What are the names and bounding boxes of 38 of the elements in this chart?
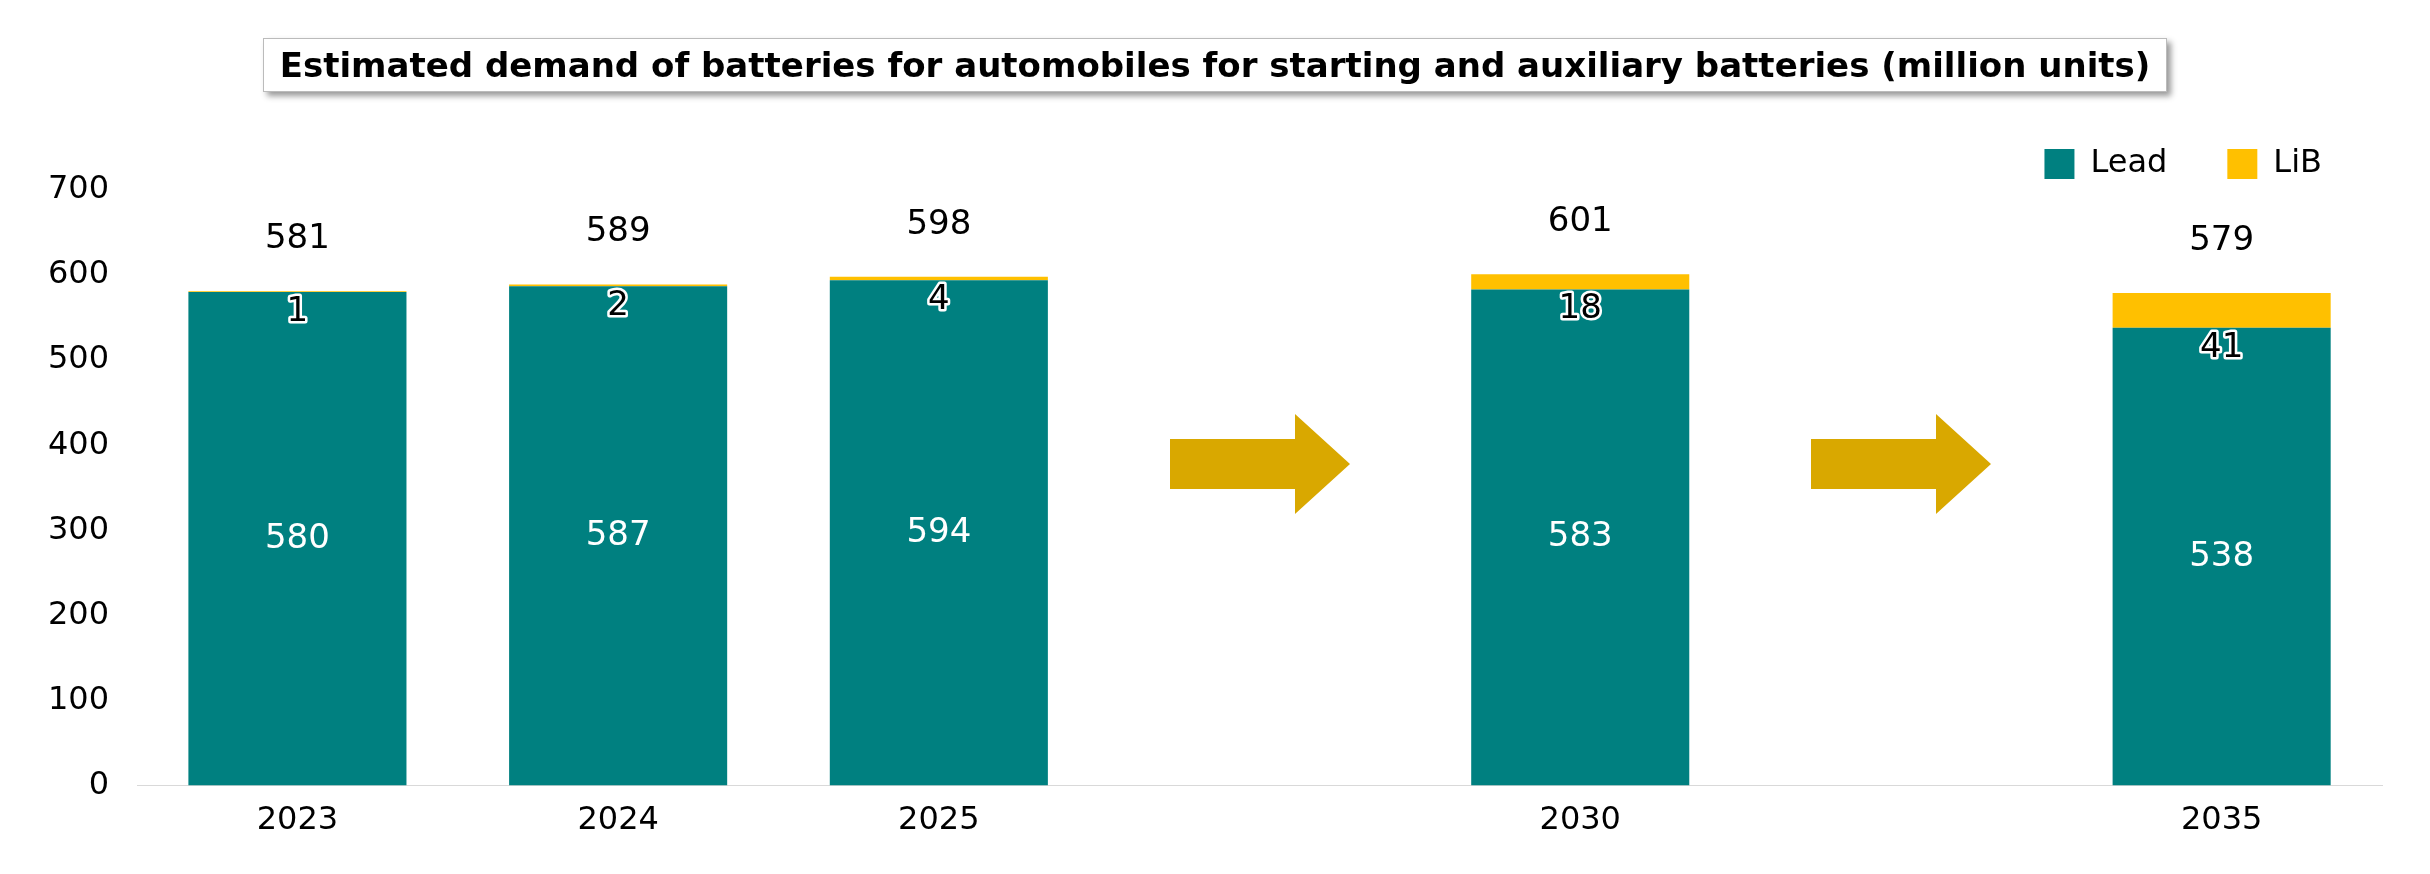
x-tick-label: 2030	[1539, 799, 1621, 838]
data-label: 594	[906, 509, 972, 550]
total-label: 579	[2189, 217, 2255, 258]
y-tick-label: 500	[48, 338, 110, 377]
legend-label: LiB	[2273, 142, 2322, 181]
data-label: 2	[607, 282, 629, 323]
data-label: 583	[1547, 514, 1613, 555]
data-label: 41	[2200, 324, 2244, 365]
y-tick-label: 600	[48, 253, 110, 292]
bar	[2112, 292, 2331, 328]
total-label: 581	[264, 216, 330, 257]
y-tick-label: 200	[48, 593, 110, 632]
total-label: 598	[906, 201, 972, 242]
data-label: 587	[585, 512, 651, 553]
bar	[188, 292, 407, 786]
x-tick-label: 2025	[898, 799, 980, 838]
chart-title: Estimated demand of batteries for automobiles for starting and auxiliary batteries (million units)	[262, 38, 2168, 92]
total-label: 601	[1547, 199, 1613, 240]
data-label: 18	[1558, 286, 1602, 327]
bar	[829, 280, 1048, 786]
x-tick-label: 2023	[256, 799, 339, 838]
x-tick-label: 2024	[577, 799, 659, 838]
data-label: 4	[928, 277, 950, 318]
data-label: 538	[2189, 533, 2255, 574]
y-tick-label: 100	[48, 678, 110, 717]
y-tick-label: 0	[88, 763, 110, 802]
bar	[2112, 327, 2331, 786]
bar	[1471, 289, 1690, 786]
total-label: 589	[585, 209, 651, 250]
y-tick-label: 400	[48, 423, 110, 462]
data-label: 1	[286, 288, 309, 329]
bar	[1471, 274, 1690, 290]
y-tick-label: 300	[48, 508, 110, 547]
bar	[509, 286, 728, 786]
y-tick-label: 700	[48, 168, 110, 207]
data-label: 580	[264, 515, 330, 556]
legend-label: Lead	[2090, 142, 2168, 181]
x-tick-label: 2035	[2180, 799, 2263, 838]
